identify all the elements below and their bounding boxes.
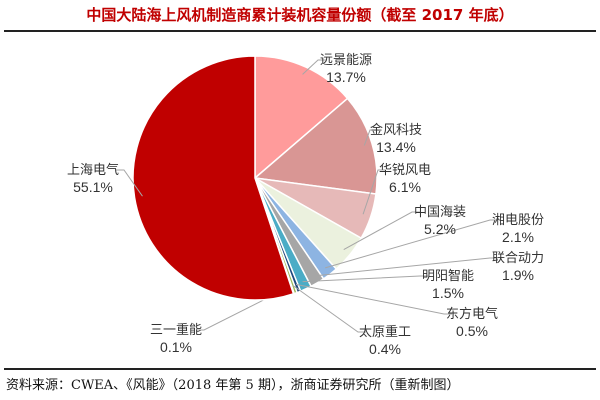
slice-label: 太原重工 0.4%: [359, 324, 411, 358]
pie-slice-0: [254, 55, 349, 180]
slice-value: 5.2%: [424, 221, 456, 237]
slice-name: 东方电气: [445, 307, 499, 322]
leader-line-9: [196, 285, 292, 331]
slice-label: 华锐风电 6.1%: [379, 162, 431, 196]
slice-label: 上海电气 55.1%: [67, 162, 119, 196]
leader-line-1: [363, 129, 378, 146]
slice-value: 0.5%: [456, 323, 488, 339]
slice-name: 联合动力: [491, 251, 545, 266]
leader-line-6: [302, 275, 428, 283]
leader-line-0: [302, 59, 326, 75]
chart-title: 中国大陆海上风机制造商累计装机容量份额（截至 2017 年底）: [86, 6, 514, 24]
slice-value: 13.7%: [326, 69, 366, 85]
slice-name: 金风科技: [369, 123, 423, 138]
slice-label: 湘电股份 2.1%: [492, 212, 544, 246]
leader-line-5: [313, 257, 498, 277]
slice-name: 上海电气: [66, 163, 120, 178]
slice-value: 1.9%: [502, 267, 534, 283]
leader-line-10: [116, 169, 143, 197]
pie-slice-10: [132, 55, 295, 301]
slice-value: 13.4%: [376, 139, 416, 155]
leader-line-2: [362, 169, 386, 215]
slice-value: 6.1%: [389, 179, 421, 195]
slice-label: 中国海装 5.2%: [414, 204, 466, 238]
leader-line-8: [292, 285, 366, 333]
slice-label: 远景能源 13.7%: [320, 52, 372, 86]
leader-line-7: [295, 283, 452, 315]
pie-slice-1: [253, 97, 378, 195]
slice-name: 远景能源: [319, 53, 373, 68]
leader-line-3: [343, 211, 420, 250]
slice-name: 太原重工: [358, 325, 412, 340]
slice-label: 明阳智能 1.5%: [422, 268, 474, 302]
slice-name: 华锐风电: [378, 163, 432, 178]
leader-line-4: [325, 219, 498, 269]
slice-value: 0.4%: [369, 341, 401, 357]
slice-label: 东方电气 0.5%: [446, 306, 498, 340]
slice-label: 金风科技 13.4%: [370, 122, 422, 156]
source-note: 资料来源：CWEA、《风能》（2018 年第 5 期），浙商证券研究所（重新制图…: [6, 378, 460, 393]
slice-value: 2.1%: [502, 229, 534, 245]
source-divider: [4, 368, 596, 370]
slice-name: 湘电股份: [491, 213, 545, 228]
pie-chart: [116, 55, 498, 333]
slice-label: 联合动力 1.9%: [492, 250, 544, 284]
slice-name: 明阳智能: [421, 269, 475, 284]
title-divider: [4, 30, 596, 32]
slice-label: 三一重能 0.1%: [150, 322, 202, 356]
slice-name: 三一重能: [149, 323, 203, 338]
slice-value: 55.1%: [73, 179, 113, 195]
slice-name: 中国海装: [413, 205, 467, 220]
slice-value: 0.1%: [160, 339, 192, 355]
slice-value: 1.5%: [432, 285, 464, 301]
